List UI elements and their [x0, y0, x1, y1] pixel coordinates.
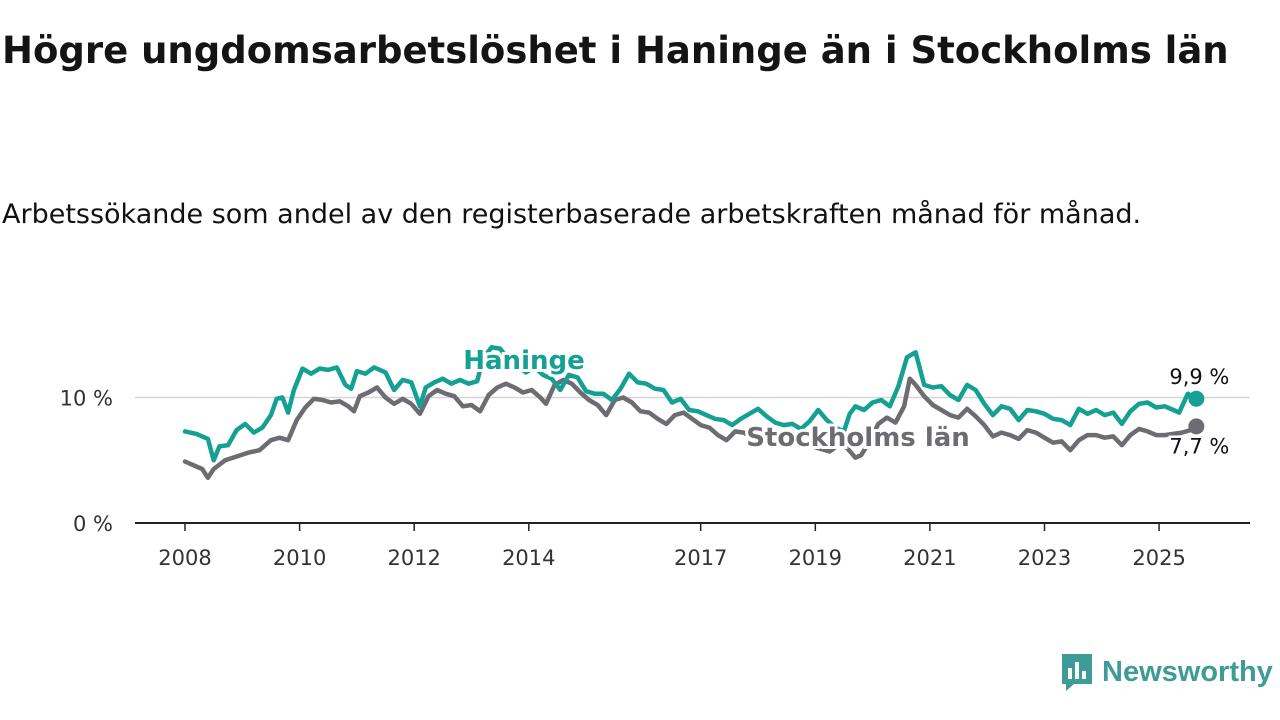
- brand-name: Newsworthy: [1102, 655, 1273, 688]
- newsworthy-brand: Newsworthy: [1060, 652, 1273, 692]
- x-axis-ticks: 2008 2010 2012 2014 2017 2019 2021 2023 2025: [158, 523, 1186, 570]
- x-tick-label: 2025: [1132, 546, 1185, 570]
- x-tick-label: 2023: [1018, 546, 1071, 570]
- end-label-stockholms-lan: 7,7 %: [1169, 434, 1229, 458]
- x-tick-label: 2019: [789, 546, 842, 570]
- series-line-haninge: [182, 345, 1199, 463]
- y-axis-ticks: 0 % 10 %: [60, 387, 113, 537]
- series-label-haninge: Haninge: [463, 346, 584, 376]
- x-tick-label: 2014: [502, 546, 555, 570]
- y-tick-label: 0 %: [73, 512, 113, 536]
- x-tick-label: 2008: [158, 546, 211, 570]
- x-tick-label: 2021: [903, 546, 956, 570]
- x-tick-label: 2012: [387, 546, 440, 570]
- page-title: Högre ungdomsarbetslöshet i Haninge än i…: [2, 29, 1229, 72]
- x-tick-label: 2017: [674, 546, 727, 570]
- series-label-stockholms-lan: Stockholms län: [746, 423, 970, 453]
- endpoint-haninge: [1188, 390, 1205, 407]
- series-line-stockholms-lan: [182, 376, 1199, 481]
- y-tick-label: 10 %: [60, 387, 113, 411]
- end-label-haninge: 9,9 %: [1169, 365, 1229, 389]
- line-chart: 0 % 10 % 2008 2010 2012 2014 2017 2019 2021 2023…: [60, 343, 1250, 570]
- endpoint-stockholms-lan: [1188, 418, 1205, 435]
- page-subtitle: Arbetssökande som andel av den registerb…: [2, 199, 1142, 230]
- newsworthy-logo-icon: [1062, 654, 1092, 691]
- x-tick-label: 2010: [273, 546, 326, 570]
- series-labels: Haninge Stockholms län 9,9 % 7,7 %: [460, 343, 1232, 461]
- series-lines: [182, 345, 1205, 481]
